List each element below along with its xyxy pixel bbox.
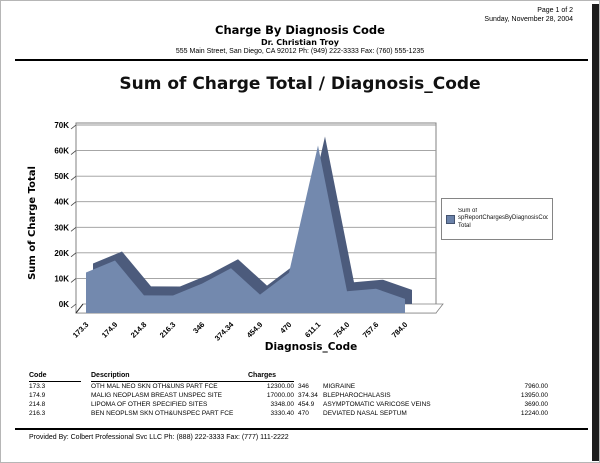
y-tick (70, 226, 77, 232)
table-spacer (15, 409, 29, 418)
table-spacer (15, 382, 29, 391)
x-tick-label: 757.6 (361, 320, 381, 340)
legend-swatch (446, 214, 455, 224)
table-cell-charges: 12240.00 (520, 410, 548, 417)
table-spacer (323, 371, 471, 382)
page-header-right: Page 1 of 2 Sunday, November 28, 2004 (484, 6, 573, 24)
table-cell-description: DEVIATED NASAL SEPTUM (323, 410, 407, 417)
table-cell-code: 173.3 (29, 383, 46, 390)
table-cell-description: ASYMPTOMATIC VARICOSE VEINS (323, 401, 431, 408)
x-tick-label: 611.1 (303, 320, 322, 339)
table-header-charges: Charges (248, 371, 294, 382)
y-tick (70, 175, 77, 181)
table-spacer (15, 391, 29, 400)
table-cell-charges: 12300.00 (266, 383, 294, 390)
legend-label-line: spReportChargesByDiagnosisCode./Charge (458, 215, 548, 222)
chart-title: Sum of Charge Total / Diagnosis_Code (119, 74, 481, 94)
legend-label: Sum ofspReportChargesByDiagnosisCode./Ch… (458, 208, 548, 231)
x-tick-label: 374.34 (213, 319, 236, 342)
table-cell-code: 174.9 (29, 392, 46, 399)
table-spacer (81, 409, 91, 418)
table-header-code: Code (29, 371, 81, 382)
y-tick (70, 124, 77, 130)
table-cell-charges: 13950.00 (520, 392, 548, 399)
y-axis-title: Sum of Charge Total (27, 166, 38, 280)
table-spacer (298, 371, 323, 382)
legend-label-line: Total (458, 222, 471, 229)
table-cell-code: 374.34 (298, 392, 318, 399)
table-cell-charges: 7960.00 (524, 383, 549, 390)
diagnosis-chart: 0K 10K 20K 30K 40K 50K 60K 70K 173.3 174.9 214.8 21… (27, 121, 444, 353)
table-spacer (81, 382, 91, 391)
y-tick-label: 40K (54, 198, 69, 207)
x-tick-label: 216.3 (158, 320, 178, 340)
y-tick-label: 10K (54, 274, 69, 283)
x-axis-title: Diagnosis_Code (265, 341, 358, 353)
table-cell-code: 214.8 (29, 401, 46, 408)
y-tick-label: 70K (54, 121, 69, 130)
area-series-front (86, 145, 405, 313)
table-spacer (471, 371, 548, 382)
charges-table: Code Description Charges 173.3 OTH MAL NEO S… (15, 371, 548, 418)
x-tick-label: 173.3 (71, 320, 91, 340)
table-cell-code: 346 (298, 383, 309, 390)
table-cell-description: MIGRAINE (323, 383, 356, 390)
report-title: Charge By Diagnosis Code (215, 23, 385, 37)
y-tick (70, 278, 77, 283)
x-tick-label: 784.0 (390, 320, 410, 340)
table-spacer (81, 400, 91, 409)
table-cell-code: 216.3 (29, 410, 46, 417)
footer-rule (15, 428, 588, 430)
y-tick (70, 150, 77, 155)
x-tick-label: 470 (278, 320, 293, 335)
y-tick-label: 20K (54, 249, 69, 258)
floor-corner-edge (75, 303, 84, 314)
table-cell-code: 470 (298, 410, 309, 417)
table-spacer (15, 371, 29, 382)
chart-legend: Sum ofspReportChargesByDiagnosisCode./Ch… (441, 198, 553, 240)
header-rule (15, 59, 588, 61)
x-tick-label: 346 (191, 320, 206, 335)
y-tick (70, 252, 77, 258)
y-tick-label: 30K (54, 223, 69, 232)
y-tick-label: 0K (59, 300, 69, 309)
table-cell-description: BEN NEOPLSM SKN OTH&UNSPEC PART FCE (91, 410, 234, 417)
table-cell-description: LIPOMA OF OTHER SPECIFIED SITES (91, 401, 208, 408)
y-tick-label: 60K (54, 147, 69, 156)
table-cell-charges: 3348.00 (270, 401, 295, 408)
x-tick-label: 454.9 (245, 320, 265, 340)
x-tick-label: 174.9 (100, 320, 120, 340)
x-tick-label: 214.8 (129, 320, 149, 340)
report-date: Sunday, November 28, 2004 (484, 16, 573, 23)
table-cell-description: OTH MAL NEO SKN OTH&UNS PART FCE (91, 383, 218, 390)
practice-address: 555 Main Street, San Diego, CA 92012 Ph:… (175, 48, 425, 55)
table-cell-charges: 3330.40 (270, 410, 295, 417)
x-tick-label: 754.0 (332, 320, 352, 340)
table-cell-charges: 17000.00 (266, 392, 294, 399)
table-cell-description: BLEPHAROCHALASIS (323, 392, 391, 399)
footer-provided-by: Provided By: Colbert Professional Svc LL… (29, 434, 289, 441)
legend-label-line: Sum of (458, 207, 478, 214)
table-cell-code: 454.9 (298, 401, 315, 408)
doctor-name: Dr. Christian Troy (261, 38, 339, 47)
table-header-description: Description (91, 371, 248, 382)
table-cell-charges: 3690.00 (524, 401, 549, 408)
y-tick-label: 50K (54, 172, 69, 181)
table-spacer (81, 371, 91, 382)
table-spacer (81, 391, 91, 400)
y-tick (70, 201, 77, 207)
page-number: Page 1 of 2 (537, 7, 573, 14)
table-spacer (15, 400, 29, 409)
table-cell-description: MALIG NEOPLASM BREAST UNSPEC SITE (91, 392, 222, 399)
page-edge-bar (592, 4, 599, 461)
y-tick (70, 303, 77, 309)
